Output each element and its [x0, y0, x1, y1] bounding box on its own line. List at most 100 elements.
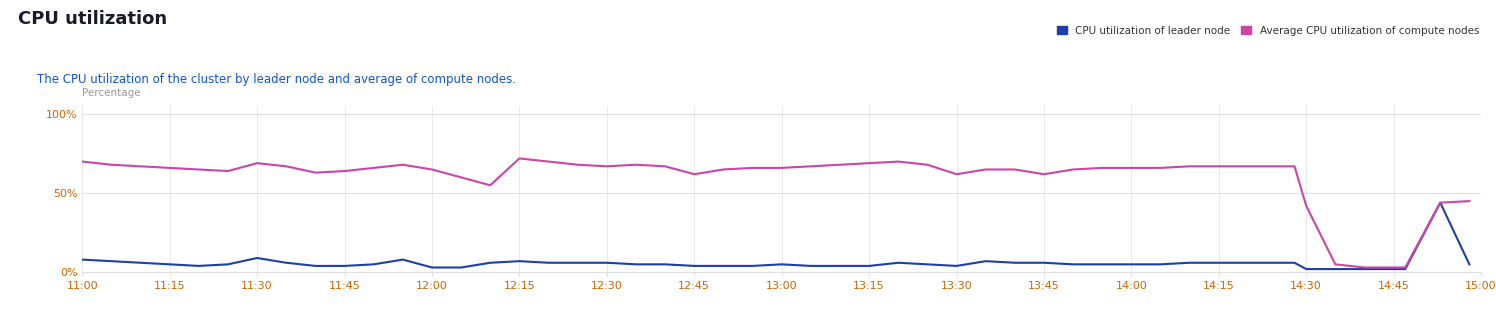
Average CPU utilization of compute nodes: [218, 169, 236, 173]
CPU utilization of leader node: [1064, 262, 1082, 266]
Average CPU utilization of compute nodes: [1297, 204, 1315, 208]
Average CPU utilization of compute nodes: [1122, 166, 1140, 170]
CPU utilization of leader node: [1239, 261, 1257, 265]
CPU utilization of leader node: [773, 262, 791, 266]
Average CPU utilization of compute nodes: [423, 167, 441, 171]
Average CPU utilization of compute nodes: [715, 167, 733, 171]
Average CPU utilization of compute nodes: [598, 164, 616, 168]
Average CPU utilization of compute nodes: [365, 166, 383, 170]
Average CPU utilization of compute nodes: [1396, 266, 1414, 270]
CPU utilization of leader node: [1152, 262, 1170, 266]
Average CPU utilization of compute nodes: [102, 163, 120, 167]
Average CPU utilization of compute nodes: [1094, 166, 1112, 170]
Average CPU utilization of compute nodes: [685, 172, 703, 176]
Average CPU utilization of compute nodes: [452, 175, 470, 179]
CPU utilization of leader node: [307, 264, 325, 268]
CPU utilization of leader node: [1210, 261, 1228, 265]
Average CPU utilization of compute nodes: [860, 161, 878, 165]
CPU utilization of leader node: [919, 262, 936, 266]
Average CPU utilization of compute nodes: [307, 171, 325, 175]
Average CPU utilization of compute nodes: [73, 160, 91, 164]
CPU utilization of leader node: [627, 262, 645, 266]
CPU utilization of leader node: [277, 261, 295, 265]
Average CPU utilization of compute nodes: [1152, 166, 1170, 170]
CPU utilization of leader node: [977, 259, 995, 263]
Average CPU utilization of compute nodes: [1210, 164, 1228, 168]
CPU utilization of leader node: [365, 262, 383, 266]
CPU utilization of leader node: [657, 262, 675, 266]
CPU utilization of leader node: [423, 266, 441, 270]
CPU utilization of leader node: [1094, 262, 1112, 266]
Average CPU utilization of compute nodes: [1385, 266, 1403, 270]
CPU utilization of leader node: [1385, 267, 1403, 271]
Average CPU utilization of compute nodes: [568, 163, 586, 167]
CPU utilization of leader node: [1327, 267, 1345, 271]
CPU utilization of leader node: [540, 261, 558, 265]
CPU utilization of leader node: [830, 264, 848, 268]
Text: CPU utilization: CPU utilization: [18, 10, 168, 28]
CPU utilization of leader node: [889, 261, 907, 265]
Average CPU utilization of compute nodes: [510, 156, 528, 160]
Average CPU utilization of compute nodes: [830, 163, 848, 167]
CPU utilization of leader node: [482, 261, 500, 265]
Average CPU utilization of compute nodes: [947, 172, 965, 176]
Average CPU utilization of compute nodes: [132, 164, 150, 168]
CPU utilization of leader node: [73, 258, 91, 262]
Average CPU utilization of compute nodes: [190, 167, 208, 171]
CPU utilization of leader node: [1432, 201, 1450, 205]
CPU utilization of leader node: [393, 258, 411, 262]
Average CPU utilization of compute nodes: [540, 160, 558, 164]
Average CPU utilization of compute nodes: [160, 166, 178, 170]
CPU utilization of leader node: [802, 264, 820, 268]
CPU utilization of leader node: [685, 264, 703, 268]
CPU utilization of leader node: [1285, 261, 1303, 265]
Text: Percentage: Percentage: [82, 88, 141, 98]
CPU utilization of leader node: [190, 264, 208, 268]
CPU utilization of leader node: [510, 259, 528, 263]
CPU utilization of leader node: [1269, 261, 1287, 265]
Average CPU utilization of compute nodes: [1180, 164, 1198, 168]
Average CPU utilization of compute nodes: [1355, 266, 1373, 270]
Average CPU utilization of compute nodes: [1285, 164, 1303, 168]
Average CPU utilization of compute nodes: [1064, 167, 1082, 171]
CPU utilization of leader node: [568, 261, 586, 265]
Average CPU utilization of compute nodes: [393, 163, 411, 167]
Line: CPU utilization of leader node: CPU utilization of leader node: [82, 203, 1469, 269]
Average CPU utilization of compute nodes: [1460, 199, 1478, 203]
CPU utilization of leader node: [132, 261, 150, 265]
Average CPU utilization of compute nodes: [802, 164, 820, 168]
CPU utilization of leader node: [947, 264, 965, 268]
Average CPU utilization of compute nodes: [248, 161, 266, 165]
CPU utilization of leader node: [1355, 267, 1373, 271]
Average CPU utilization of compute nodes: [482, 183, 500, 187]
CPU utilization of leader node: [248, 256, 266, 260]
Legend: CPU utilization of leader node, Average CPU utilization of compute nodes: CPU utilization of leader node, Average …: [1053, 22, 1484, 40]
Line: Average CPU utilization of compute nodes: Average CPU utilization of compute nodes: [82, 158, 1469, 268]
CPU utilization of leader node: [598, 261, 616, 265]
CPU utilization of leader node: [715, 264, 733, 268]
CPU utilization of leader node: [1122, 262, 1140, 266]
Average CPU utilization of compute nodes: [627, 163, 645, 167]
CPU utilization of leader node: [160, 262, 178, 266]
CPU utilization of leader node: [1460, 262, 1478, 266]
Average CPU utilization of compute nodes: [335, 169, 353, 173]
Average CPU utilization of compute nodes: [919, 163, 936, 167]
Average CPU utilization of compute nodes: [277, 164, 295, 168]
Average CPU utilization of compute nodes: [977, 167, 995, 171]
CPU utilization of leader node: [1035, 261, 1053, 265]
Average CPU utilization of compute nodes: [1005, 167, 1023, 171]
CPU utilization of leader node: [1005, 261, 1023, 265]
CPU utilization of leader node: [452, 266, 470, 270]
Average CPU utilization of compute nodes: [1327, 262, 1345, 266]
CPU utilization of leader node: [1180, 261, 1198, 265]
Average CPU utilization of compute nodes: [1239, 164, 1257, 168]
Average CPU utilization of compute nodes: [1432, 201, 1450, 205]
CPU utilization of leader node: [218, 262, 236, 266]
Average CPU utilization of compute nodes: [744, 166, 761, 170]
CPU utilization of leader node: [335, 264, 353, 268]
CPU utilization of leader node: [744, 264, 761, 268]
Average CPU utilization of compute nodes: [889, 160, 907, 164]
Average CPU utilization of compute nodes: [1269, 164, 1287, 168]
CPU utilization of leader node: [102, 259, 120, 263]
CPU utilization of leader node: [1396, 267, 1414, 271]
